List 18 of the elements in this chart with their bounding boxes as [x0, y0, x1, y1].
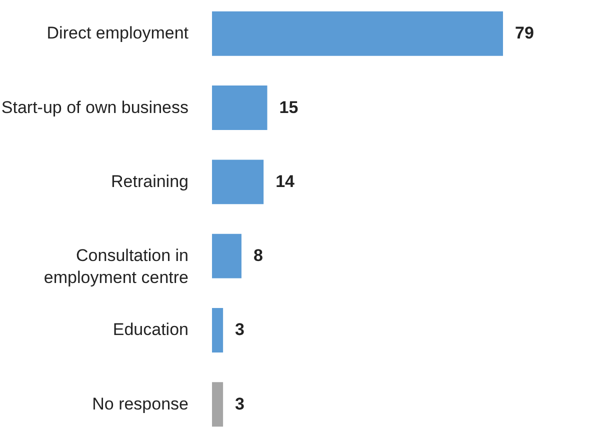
y-tick-label: Education	[112, 320, 188, 340]
y-tick-label: Direct employment	[46, 24, 189, 43]
bar	[212, 382, 224, 427]
data-label: 14	[276, 172, 296, 191]
bar	[212, 234, 242, 278]
data-label: 79	[515, 24, 534, 43]
y-tick-label: No response	[92, 394, 188, 414]
bar	[212, 308, 224, 352]
y-tick-label: Start-up of own business	[1, 98, 188, 117]
bar	[212, 160, 264, 204]
data-label: 8	[253, 246, 263, 266]
data-label: 3	[235, 320, 245, 340]
bar	[212, 86, 268, 130]
data-label: 3	[235, 394, 245, 414]
y-tick-label: Consultation in employment centre	[44, 246, 188, 288]
data-label: 15	[279, 98, 298, 117]
y-tick-label: Retraining	[111, 172, 188, 191]
bar	[212, 11, 503, 56]
